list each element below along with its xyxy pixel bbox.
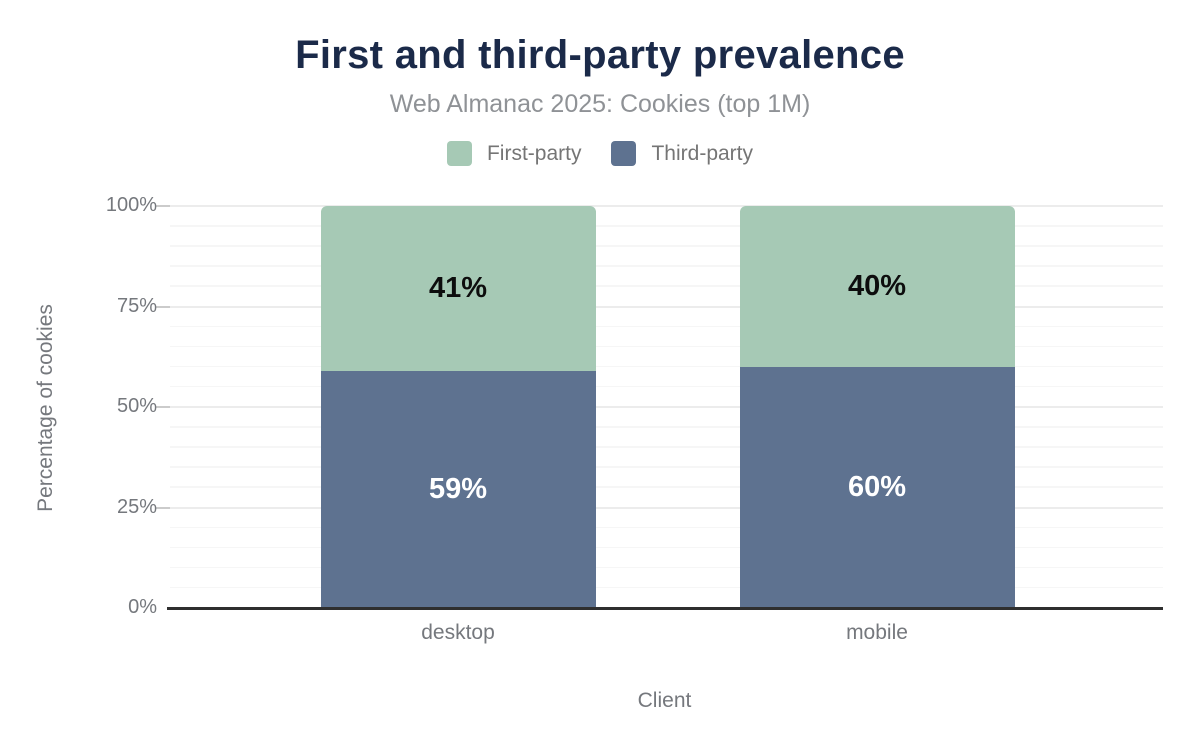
gridline-minor bbox=[170, 245, 1163, 247]
gridline-major bbox=[170, 406, 1163, 408]
legend-label: First-party bbox=[486, 141, 582, 165]
gridline-minor bbox=[170, 325, 1163, 328]
gridline-minor bbox=[170, 365, 1163, 368]
y-tick-mark bbox=[156, 205, 170, 207]
gridline-minor bbox=[170, 466, 1163, 468]
x-axis-title: Client bbox=[637, 689, 692, 712]
bar-mobile: 40% 60% bbox=[739, 206, 1015, 608]
legend-item-first-party: First-party bbox=[446, 141, 582, 166]
y-tick-label: 50% bbox=[116, 395, 157, 417]
gridline-minor bbox=[170, 285, 1163, 287]
legend-label: Third-party bbox=[651, 141, 754, 165]
x-tick-label-mobile: mobile bbox=[846, 621, 908, 644]
bar-value-label: 41% bbox=[428, 271, 488, 304]
gridline-minor bbox=[170, 225, 1163, 227]
gridline-minor bbox=[170, 486, 1163, 488]
bar-segment-mobile-first-party[interactable]: 40% bbox=[739, 206, 1015, 367]
bar-desktop: 41% 59% bbox=[320, 206, 596, 608]
y-tick-label: 0% bbox=[128, 596, 157, 618]
bar-value-label: 40% bbox=[847, 269, 907, 302]
bar-segment-mobile-third-party[interactable]: 60% bbox=[739, 366, 1015, 608]
gridline-minor bbox=[170, 526, 1163, 529]
y-axis-title: Percentage of cookies bbox=[34, 304, 57, 512]
gridline-minor bbox=[170, 566, 1163, 569]
gridline-minor bbox=[170, 446, 1163, 448]
legend-swatch-icon bbox=[446, 141, 472, 166]
y-tick-label: 25% bbox=[116, 495, 157, 518]
gridline-minor bbox=[170, 546, 1163, 549]
bar-value-label: 59% bbox=[428, 472, 488, 505]
gridline-minor bbox=[170, 385, 1163, 388]
legend: First-party Third-party bbox=[0, 141, 1200, 166]
gridline-major bbox=[170, 205, 1163, 207]
gridline-major bbox=[170, 305, 1163, 308]
y-tick-label: 100% bbox=[105, 194, 157, 216]
y-tick-mark bbox=[156, 305, 170, 308]
legend-swatch-icon bbox=[611, 141, 637, 166]
bar-value-label: 60% bbox=[847, 470, 907, 503]
legend-item-third-party: Third-party bbox=[611, 141, 753, 166]
gridline-minor bbox=[170, 345, 1163, 348]
bar-segment-desktop-first-party[interactable]: 41% bbox=[320, 206, 596, 371]
gridline-minor bbox=[170, 426, 1163, 428]
chart-subtitle: Web Almanac 2025: Cookies (top 1M) bbox=[389, 90, 811, 118]
x-tick-label-desktop: desktop bbox=[421, 621, 495, 644]
y-tick-label: 75% bbox=[116, 294, 157, 317]
gridline-major bbox=[170, 506, 1163, 509]
bar-segment-desktop-third-party[interactable]: 59% bbox=[320, 370, 596, 608]
y-tick-mark bbox=[156, 506, 170, 509]
chart-title: First and third-party prevalence bbox=[295, 33, 905, 77]
x-axis-line bbox=[167, 607, 1163, 610]
gridline-minor bbox=[170, 586, 1163, 589]
gridline-minor bbox=[170, 265, 1163, 267]
y-tick-mark bbox=[156, 406, 170, 408]
